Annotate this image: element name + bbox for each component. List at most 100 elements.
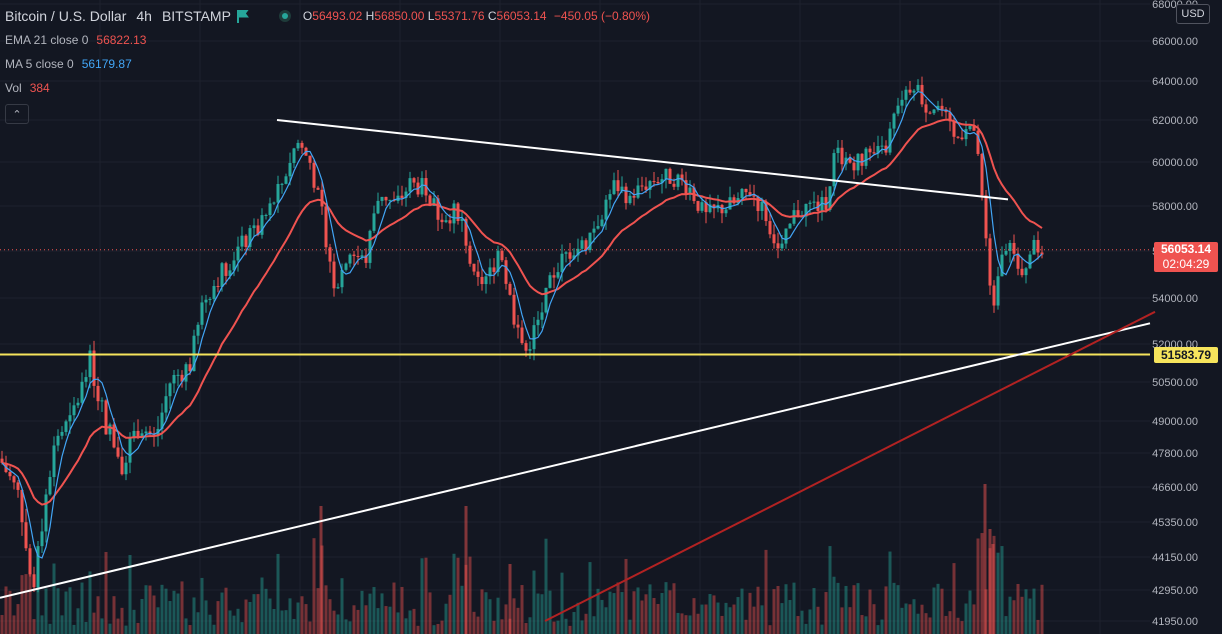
- volume-bar: [444, 603, 448, 634]
- volume-bar: [92, 612, 96, 634]
- candle-body: [144, 431, 148, 434]
- volume-bar: [244, 599, 248, 634]
- candle-body: [432, 198, 436, 206]
- volume-bar: [996, 552, 1000, 634]
- volume-bar: [520, 585, 524, 634]
- volume-bar: [608, 591, 612, 634]
- volume-bar: [872, 604, 876, 634]
- candle-body: [348, 254, 352, 264]
- trendlines[interactable]: [0, 119, 1156, 622]
- market-status-icon[interactable]: [278, 10, 291, 22]
- volume-bar: [56, 588, 60, 634]
- candle-body: [968, 126, 972, 130]
- y-tick-label: 54000.00: [1152, 293, 1198, 305]
- volume-bar: [288, 598, 292, 634]
- candle-body: [516, 324, 520, 328]
- volume-bar: [412, 608, 416, 634]
- volume-bar: [820, 624, 824, 634]
- volume-bar: [596, 588, 600, 634]
- volume-bar: [88, 571, 92, 634]
- volume-bar: [400, 586, 404, 634]
- volume-bar: [1032, 588, 1036, 634]
- volume-bar: [828, 546, 832, 634]
- interval-label[interactable]: 4h: [136, 8, 152, 24]
- candle-body: [576, 248, 580, 256]
- volume-bar: [720, 615, 724, 634]
- symbol-row: Bitcoin / U.S. Dollar 4h BITSTAMP O56493…: [5, 4, 650, 28]
- volume-bar: [336, 614, 340, 634]
- currency-badge[interactable]: USD: [1176, 4, 1210, 24]
- volume-bar: [248, 601, 252, 634]
- volume-bar: [76, 608, 80, 634]
- candle-body: [740, 188, 744, 199]
- candle-body: [464, 218, 468, 246]
- vol-legend-row[interactable]: Vol 384: [5, 76, 650, 100]
- candle-body: [460, 218, 464, 222]
- candle-body: [548, 275, 552, 288]
- y-tick-label: 60000.00: [1152, 157, 1198, 169]
- volume-bar: [640, 600, 644, 634]
- flag-icon[interactable]: [236, 9, 249, 23]
- candle-body: [80, 381, 84, 403]
- symbol-title[interactable]: Bitcoin / U.S. Dollar: [5, 8, 127, 24]
- candle-body: [780, 243, 784, 249]
- volume-bar: [264, 588, 268, 634]
- candle-body: [280, 183, 284, 185]
- trendline-descending-resistance[interactable]: [276, 119, 1009, 201]
- volume-bar: [440, 620, 444, 634]
- volume-bar: [892, 582, 896, 634]
- volume-bar: [956, 617, 960, 634]
- price-axis[interactable]: 41950.00 42950.00 44150.00 45350.00 46600.00…: [1152, 0, 1198, 628]
- ema-legend-row[interactable]: EMA 21 close 0 56822.13: [5, 28, 650, 52]
- volume-bar: [416, 625, 420, 634]
- candle-body: [476, 271, 480, 277]
- candle-body: [704, 202, 708, 213]
- volume-bar: [360, 590, 364, 634]
- collapse-legend-button[interactable]: ⌃: [5, 104, 29, 124]
- candle-body: [332, 261, 336, 289]
- candle-body: [52, 445, 56, 478]
- countdown-label: 02:04:29: [1162, 256, 1210, 271]
- candle-body: [764, 201, 768, 222]
- volume-bar: [424, 557, 428, 634]
- volume-bar: [80, 582, 84, 634]
- volume-bar: [240, 622, 244, 634]
- volume-bar: [812, 588, 816, 634]
- candle-body: [1012, 242, 1016, 254]
- volume-bar: [176, 593, 180, 634]
- ohlc-values: O56493.02 H56850.00 L55371.76 C56053.14 …: [303, 9, 650, 23]
- current-price-label: 56053.14: [1160, 241, 1212, 256]
- candle-body: [536, 319, 540, 326]
- candle-body: [888, 128, 892, 153]
- volume-bar: [220, 592, 224, 634]
- volume-bar: [1012, 600, 1016, 634]
- volume-bar: [0, 615, 4, 634]
- candle-body: [920, 84, 924, 105]
- volume-bar: [656, 604, 660, 634]
- candle-body: [472, 263, 476, 272]
- candle-body: [68, 415, 72, 422]
- open-value: 56493.02: [312, 9, 363, 23]
- candle-body: [480, 276, 484, 285]
- candle-body: [828, 186, 832, 210]
- volume-bar: [644, 594, 648, 634]
- candle-body: [812, 201, 816, 203]
- volume-bar: [932, 587, 936, 634]
- ema-line: [1, 118, 1043, 506]
- low-label: L: [427, 9, 435, 23]
- candle-body: [28, 548, 32, 575]
- ma-legend-row[interactable]: MA 5 close 0 56179.87: [5, 52, 650, 76]
- trendline-steep-support[interactable]: [544, 310, 1156, 622]
- volume-bar: [1040, 584, 1044, 634]
- trendline-ascending-support[interactable]: [0, 322, 1151, 599]
- volume-bar: [280, 610, 284, 634]
- candle-body: [612, 180, 616, 195]
- volume-bar: [480, 589, 484, 634]
- volume-bar: [616, 582, 620, 634]
- candle-body: [616, 180, 620, 192]
- candle-body: [192, 335, 196, 372]
- volume-bar: [144, 585, 148, 634]
- candle-body: [896, 105, 900, 114]
- volume-bar: [252, 594, 256, 634]
